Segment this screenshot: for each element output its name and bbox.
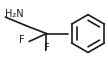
Text: F: F [19, 35, 24, 45]
Text: F: F [44, 43, 50, 53]
Text: H₂N: H₂N [5, 9, 24, 19]
